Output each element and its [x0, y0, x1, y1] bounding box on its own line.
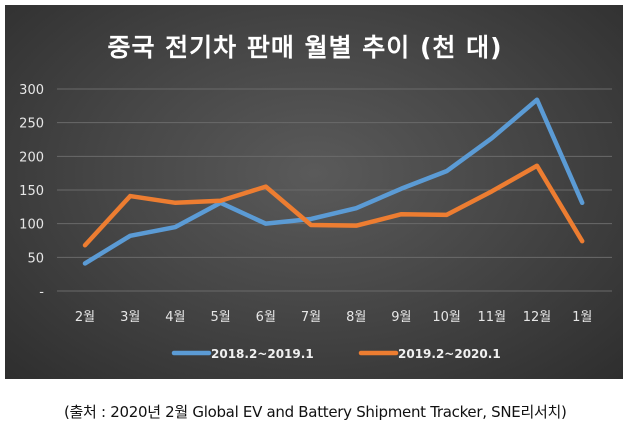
y-tick-label: 50: [27, 251, 44, 266]
x-tick-label: 9월: [391, 310, 411, 325]
source-caption: (출처 : 2020년 2월 Global EV and Battery Shi…: [64, 403, 567, 421]
y-tick-label: 100: [19, 218, 44, 233]
x-tick-label: 10월: [432, 310, 461, 325]
x-tick-label: 4월: [165, 310, 185, 325]
x-tick-label: 7월: [301, 310, 321, 325]
chart-panel: [5, 5, 623, 379]
x-tick-label: 11월: [478, 310, 507, 325]
y-tick-label: 200: [19, 150, 44, 165]
x-tick-label: 6월: [256, 310, 276, 325]
x-tick-label: 5월: [210, 310, 230, 325]
series-line-2: [82, 163, 585, 248]
x-tick-label: 8월: [346, 310, 366, 325]
x-tick-label: 12월: [523, 310, 552, 325]
chart-title: 중국 전기차 판매 월별 추이 (천 대): [107, 33, 503, 62]
y-tick-label: 300: [19, 83, 44, 98]
y-tick-label: 150: [19, 184, 44, 199]
legend-label: 2018.2~2019.1: [211, 347, 314, 361]
y-tick-label: 250: [19, 117, 44, 132]
x-tick-label: 3월: [120, 310, 140, 325]
legend-label: 2019.2~2020.1: [398, 347, 501, 361]
x-tick-label: 2월: [75, 310, 95, 325]
y-tick-label: -: [39, 285, 44, 300]
x-tick-label: 1월: [572, 310, 592, 325]
series-line-1: [82, 97, 585, 266]
